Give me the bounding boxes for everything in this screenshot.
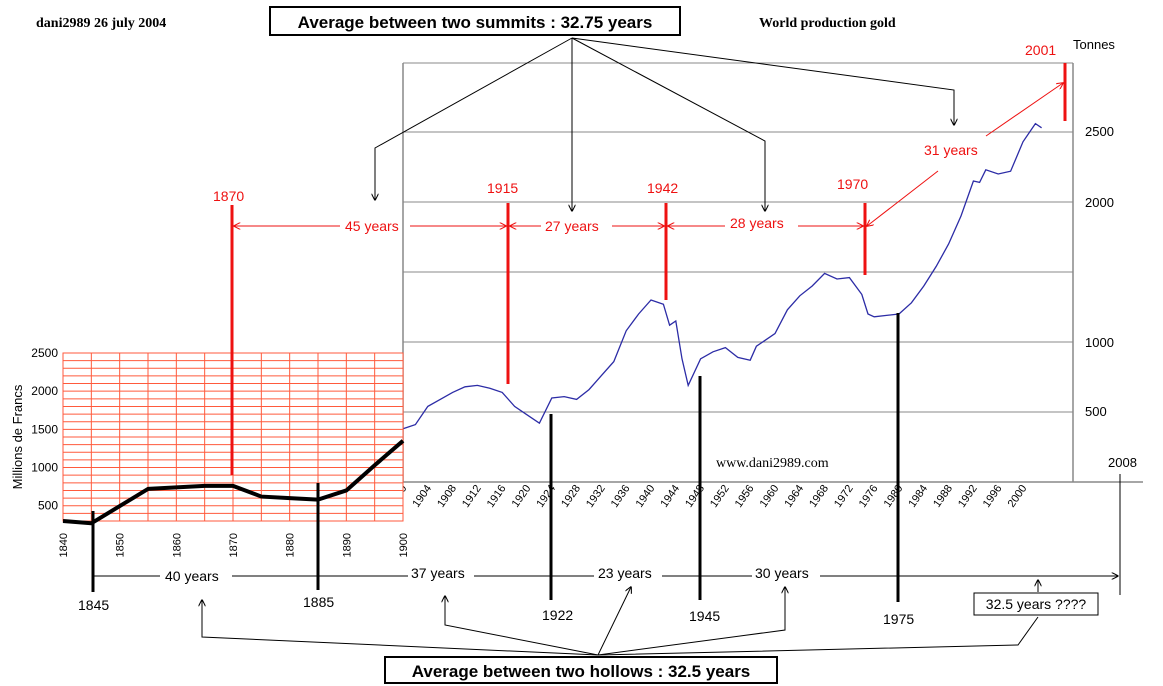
right-x-tick: 1912 [460,483,484,510]
summit-1942-label: 1942 [647,180,678,196]
left-x-tick: 1890 [341,533,353,557]
hollows-box-pointers [202,580,1038,656]
author-date: dani2989 26 july 2004 [36,16,166,31]
hollow-1885-label: 1885 [303,594,334,610]
forecast-box [973,592,1099,616]
right-x-tick: 1992 [956,483,980,510]
hollow-1945-label: 1945 [689,608,720,624]
summit-gap-27: 27 years [545,218,599,234]
hollows-average-box [384,656,778,684]
left-x-tick: 1860 [171,533,183,557]
hollow-gap-40: 40 years [165,568,219,584]
right-x-tick: 1964 [782,483,806,510]
gold-production-line [402,122,1042,430]
summit-1915-label: 1915 [487,180,518,196]
left-x-tick: 1880 [285,533,297,557]
y-tick-2500: 2500 [1085,124,1114,139]
right-x-tick: 1932 [584,483,608,510]
right-x-tick: 1972 [832,483,856,510]
year-2008-label: 2008 [1108,455,1137,470]
right-x-tick: 1944 [658,483,682,510]
right-chart-grid [403,62,1073,413]
hollow-1975-label: 1975 [883,611,914,627]
hollow-1845-label: 1845 [78,597,109,613]
left-y-axis-label: Millions de Francs [10,384,25,489]
right-x-tick: 1940 [634,483,658,510]
hollow-gap-37: 37 years [411,565,465,581]
right-x-tick: 1960 [758,483,782,510]
y-tick-500: 500 [1085,404,1107,419]
hollow-gap-30: 30 years [755,565,809,581]
summit-gap-28: 28 years [730,215,784,231]
right-x-tick: 1976 [857,483,881,510]
left-x-tick: 1870 [228,533,240,557]
y-tick-1000: 1000 [1085,335,1114,350]
summit-gap-31: 31 years [924,142,978,158]
hollow-gap-23: 23 years [598,565,652,581]
right-x-tick: 2000 [1006,483,1030,510]
right-x-tick: 1920 [510,483,534,510]
summits-average-box [269,6,681,36]
website-label: www.dani2989.com [716,456,829,471]
y-tick-2000: 2000 [1085,195,1114,210]
right-x-tick: 1996 [981,483,1005,510]
right-x-tick: 1904 [410,483,434,510]
left-x-tick: 1850 [115,533,127,557]
right-x-tick: 1924 [534,483,558,510]
summit-2001-label: 2001 [1025,42,1056,58]
right-x-tick: 1968 [807,483,831,510]
summit-interval-arrows [234,83,1063,226]
left-y-tick: 1000 [31,461,58,475]
right-x-tick: 1948 [683,483,707,510]
summits-average-label: Average between two summits : 32.75 year… [298,13,653,32]
chart-title: World production gold [759,16,896,31]
right-x-tick-labels: 1900190419081912191619201924192819321936… [386,483,1030,510]
left-x-tick: 1840 [58,533,70,557]
summit-1970-label: 1970 [837,176,868,192]
right-x-tick: 1908 [435,483,459,510]
hollows-average-label: Average between two hollows : 32.5 years [412,662,751,681]
hollow-1922-label: 1922 [542,607,573,623]
left-y-tick: 500 [38,499,58,513]
right-x-tick: 1988 [931,483,955,510]
right-x-tick: 1980 [882,483,906,510]
right-x-tick: 1936 [609,483,633,510]
tonnes-unit: Tonnes [1073,37,1115,52]
right-x-tick: 1952 [708,483,732,510]
left-y-tick: 1500 [31,422,58,436]
right-x-tick: 1916 [485,483,509,510]
summits-box-pointers [375,37,954,211]
forecast-label: 32.5 years ???? [986,596,1087,612]
left-x-tick: 1900 [398,533,410,557]
left-x-tick-labels: 1840 1850 1860 1870 1880 1890 1900 [58,533,410,557]
right-x-tick: 1956 [733,483,757,510]
francs-production-line [62,439,405,526]
left-y-tick: 2000 [31,384,58,398]
summit-gap-45: 45 years [345,218,399,234]
right-x-tick: 1928 [559,483,583,510]
right-x-tick: 1984 [906,483,930,510]
left-y-tick-labels: 500 1000 1500 2000 2500 [31,346,58,513]
summit-1870-label: 1870 [213,188,244,204]
left-y-tick: 2500 [31,346,58,360]
